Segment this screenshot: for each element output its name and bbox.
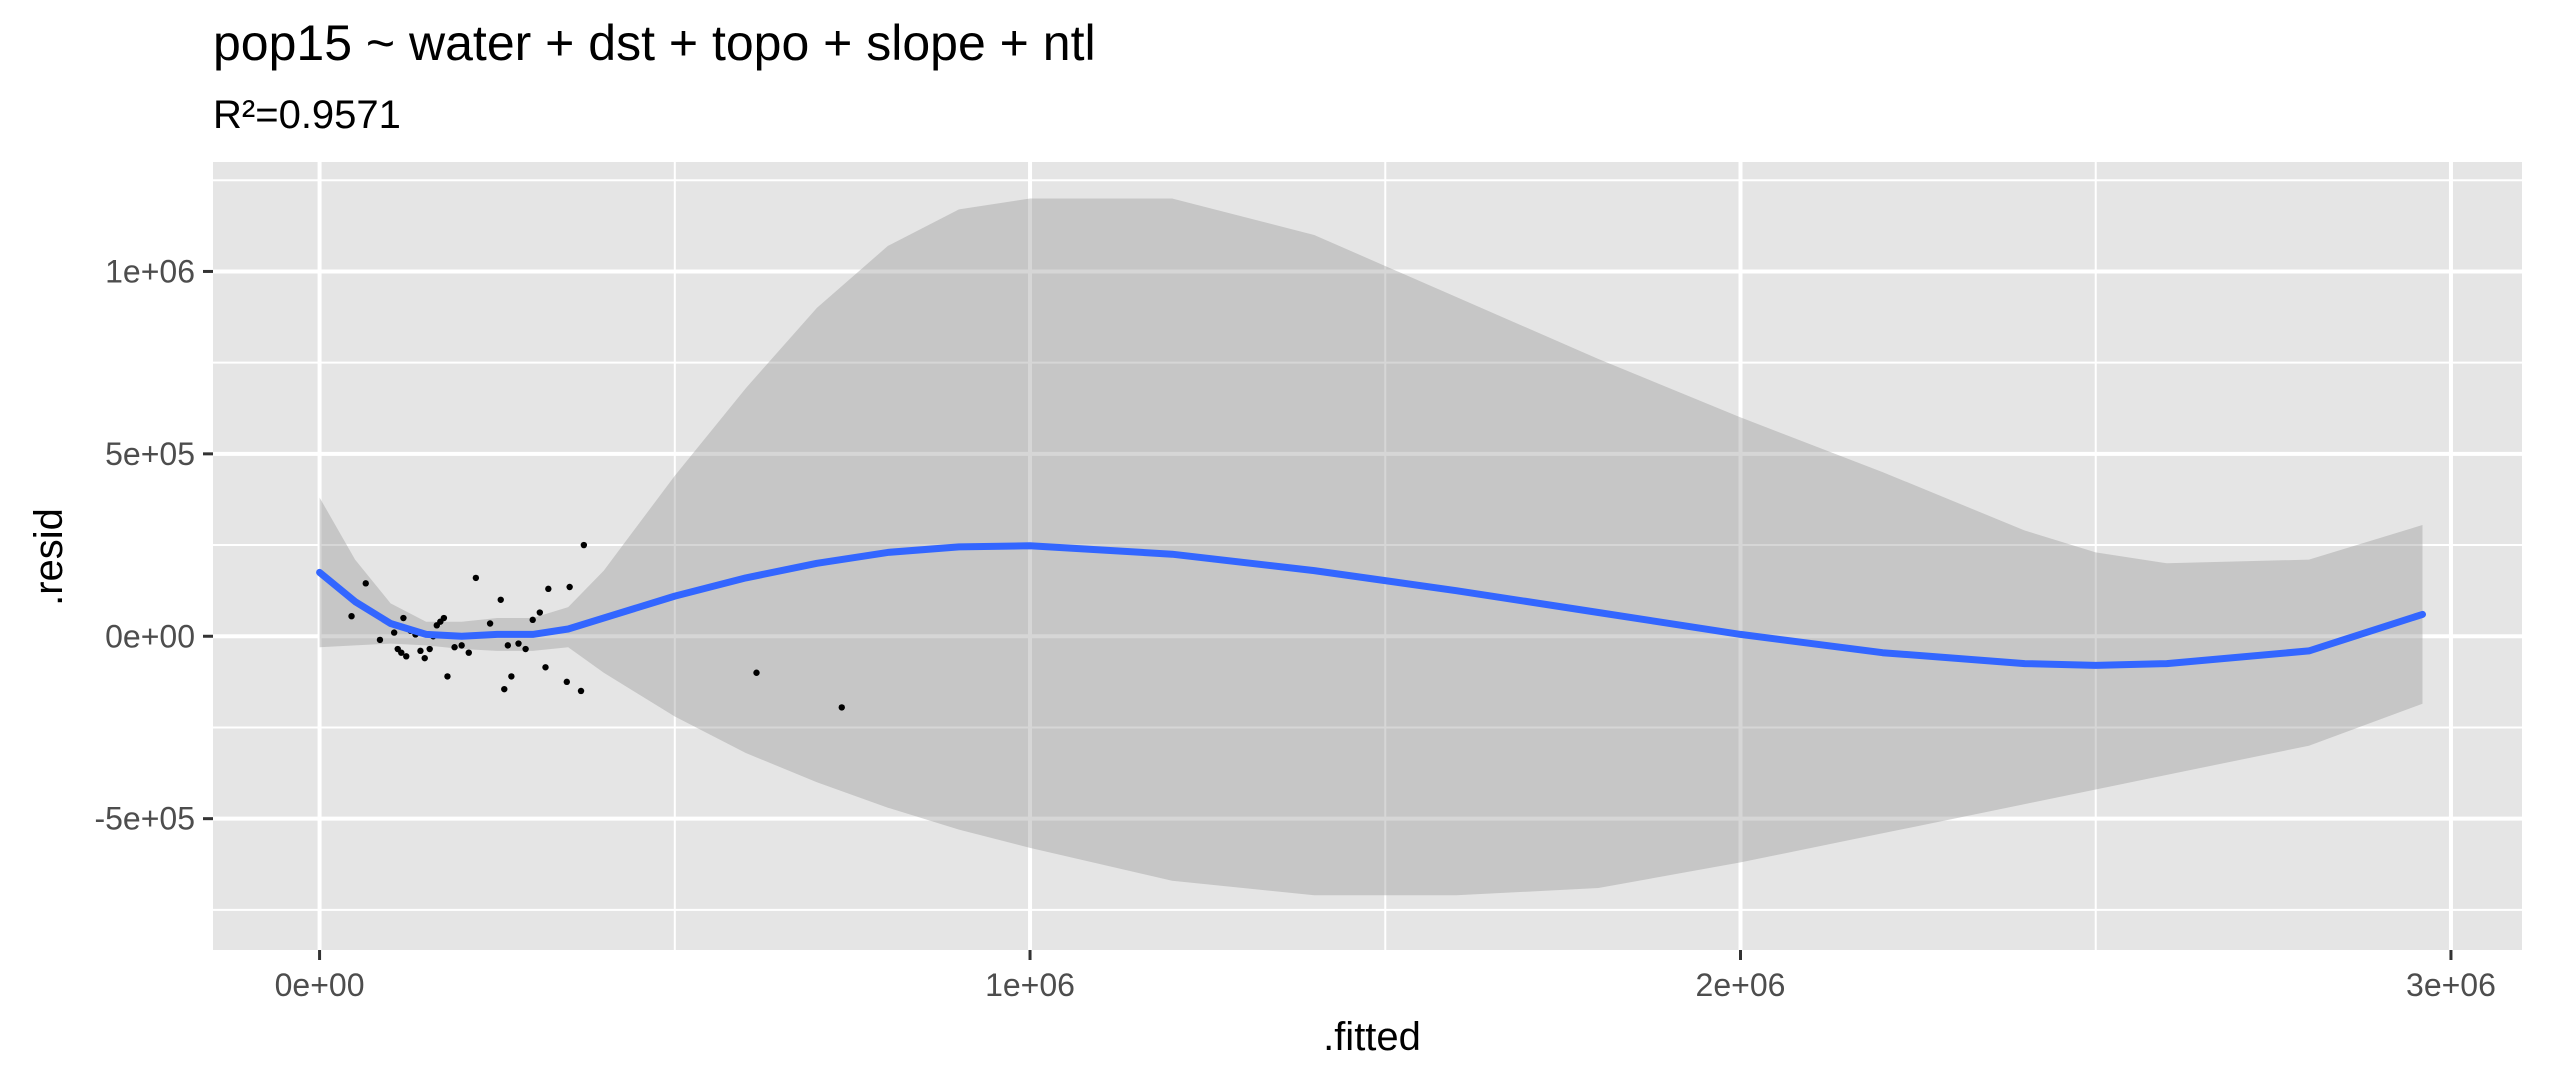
y-tick-label: 5e+05 (105, 436, 195, 472)
y-tick-label: 0e+00 (105, 618, 195, 654)
residual-point (515, 640, 522, 647)
residual-points (348, 541, 845, 711)
grid-minor-lines (213, 162, 2522, 950)
x-tick-label: 0e+00 (275, 967, 365, 1003)
residual-point (529, 616, 536, 624)
residual-point (440, 614, 448, 622)
residual-point (444, 673, 451, 680)
y-axis-title: .resid (27, 508, 71, 606)
residual-point (451, 644, 458, 651)
y-axis: -5e+05 0e+00 5e+05 1e+06 (94, 253, 213, 837)
grid-major-lines (213, 162, 2522, 950)
residual-point (417, 647, 424, 655)
residual-point (465, 649, 472, 656)
y-tick-label: 1e+06 (105, 253, 195, 289)
residual-point (362, 580, 369, 587)
x-tick-label: 2e+06 (1696, 967, 1786, 1003)
y-tick-label: -5e+05 (94, 801, 195, 837)
chart-subtitle: R²=0.9571 (213, 93, 401, 137)
residual-point (542, 664, 549, 671)
residual-point (577, 687, 585, 695)
residual-point (501, 685, 508, 693)
residual-point (376, 636, 384, 644)
residual-point (563, 678, 571, 686)
chart-title: pop15 ~ water + dst + topo + slope + ntl (213, 15, 1096, 71)
residual-point (472, 574, 480, 582)
residual-point (545, 585, 552, 593)
x-axis: 0e+00 1e+06 2e+06 3e+06 (275, 950, 2496, 1003)
residual-point (522, 645, 529, 653)
x-axis-title: .fitted (1323, 1015, 1421, 1059)
residual-point (458, 642, 465, 649)
residual-point (508, 673, 515, 680)
residual-point (403, 653, 410, 660)
residual-point (400, 614, 407, 622)
residual-point (566, 583, 573, 591)
x-tick-label: 1e+06 (985, 967, 1075, 1003)
residual-point (753, 669, 760, 676)
residual-point (390, 629, 398, 636)
residual-point (421, 654, 428, 662)
residual-point (536, 609, 544, 616)
residual-point (426, 645, 433, 653)
residual-point (497, 596, 504, 603)
residual-point (398, 649, 405, 656)
x-tick-label: 3e+06 (2406, 967, 2496, 1003)
residual-point (486, 620, 494, 627)
residual-point (504, 642, 512, 649)
confidence-ribbon (319, 198, 2423, 896)
smooth-line (316, 542, 2426, 669)
residual-point (838, 704, 845, 711)
residual-point (580, 541, 588, 549)
residual-point (348, 612, 355, 620)
